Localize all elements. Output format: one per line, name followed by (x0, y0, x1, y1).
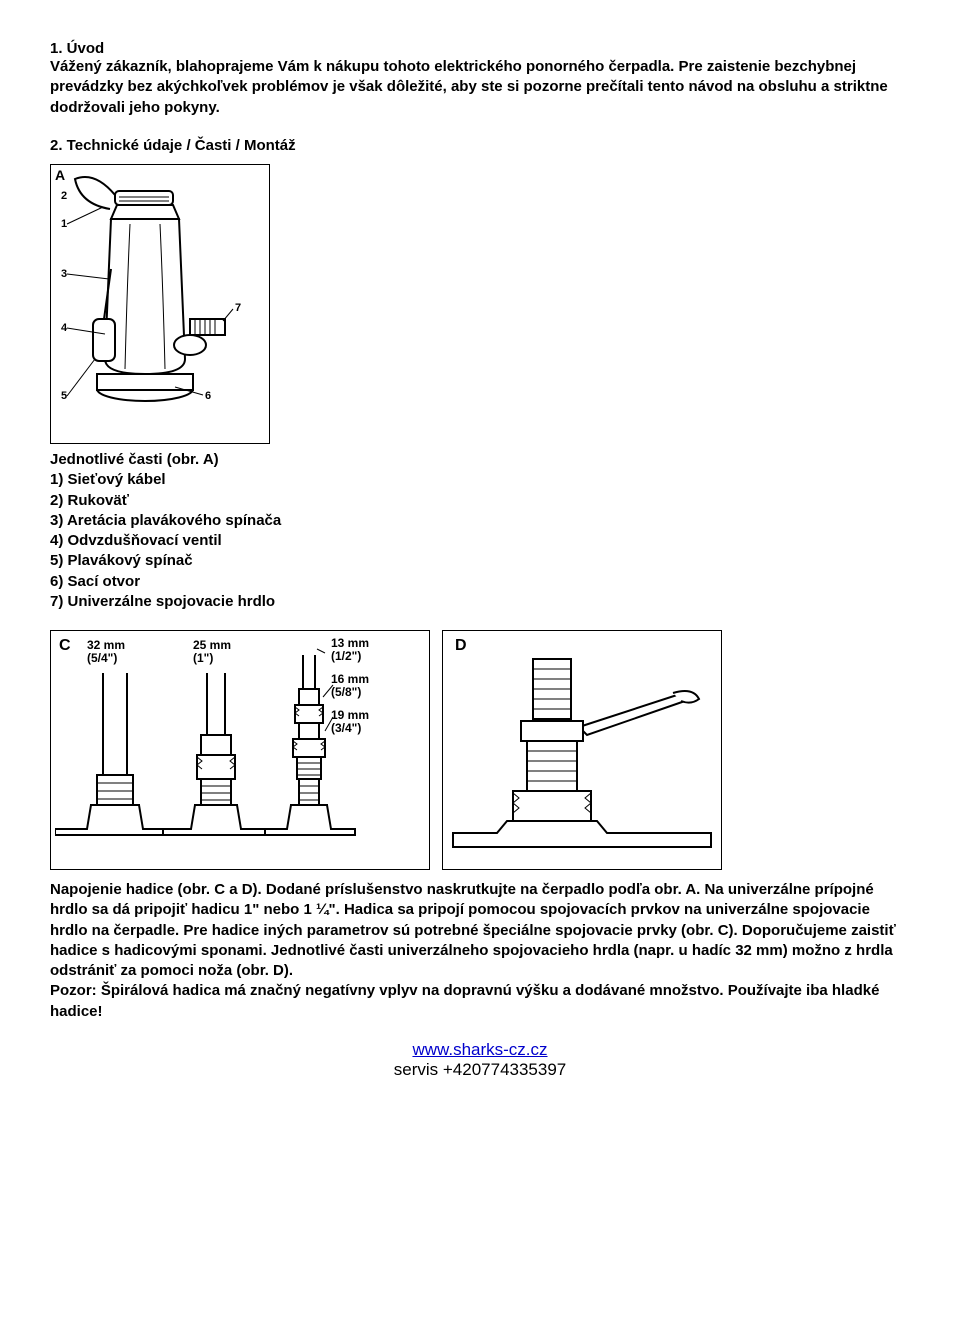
connection-text: Napojenie hadice (obr. C a D). Dodané pr… (50, 880, 910, 981)
svg-text:5: 5 (61, 390, 67, 402)
parts-heading: Jednotlivé časti (obr. A) (50, 450, 910, 470)
section1-text: Vážený zákazník, blahoprajeme Vám k náku… (50, 57, 910, 118)
footer: www.sharks-cz.cz servis +420774335397 (50, 1040, 910, 1080)
part-item: 1) Sieťový kábel (50, 470, 910, 490)
figure-a-letter: A (55, 167, 65, 183)
figure-c: C 32 mm(5/4") 25 mm(1") 13 mm(1/2") 16 m… (50, 630, 430, 870)
knife-cut-diagram-icon (447, 635, 717, 865)
svg-text:7: 7 (235, 302, 241, 314)
part-item: 3) Aretácia plavákového spínača (50, 511, 910, 531)
c-label-32: 32 mm(5/4") (87, 639, 125, 665)
connector-diagram-icon (55, 635, 425, 865)
pump-diagram-icon: 1 2 3 4 5 6 7 (55, 169, 265, 439)
figure-c-letter: C (59, 637, 71, 655)
figures-row: C 32 mm(5/4") 25 mm(1") 13 mm(1/2") 16 m… (50, 630, 910, 870)
part-item: 5) Plavákový spínač (50, 551, 910, 571)
footer-link[interactable]: www.sharks-cz.cz (412, 1040, 547, 1059)
svg-text:4: 4 (61, 322, 68, 334)
part-item: 6) Sací otvor (50, 572, 910, 592)
warning-text: Pozor: Špirálová hadica má značný negatí… (50, 981, 910, 1022)
svg-text:2: 2 (61, 190, 67, 202)
c-label-16: 16 mm(5/8") (331, 673, 369, 699)
figure-d-letter: D (455, 637, 467, 655)
part-item: 2) Rukoväť (50, 491, 910, 511)
figure-d: D (442, 630, 722, 870)
footer-phone: servis +420774335397 (394, 1060, 567, 1079)
svg-text:3: 3 (61, 268, 67, 280)
c-label-13: 13 mm(1/2") (331, 637, 369, 663)
part-item: 4) Odvzdušňovací ventil (50, 531, 910, 551)
c-label-25: 25 mm(1") (193, 639, 231, 665)
figure-a: A 1 2 3 4 5 6 (50, 164, 270, 444)
svg-text:1: 1 (61, 218, 67, 230)
section2-heading: 2. Technické údaje / Časti / Montáž (50, 136, 910, 156)
svg-text:6: 6 (205, 390, 211, 402)
part-item: 7) Univerzálne spojovacie hrdlo (50, 592, 910, 612)
section1-heading: 1. Úvod (50, 40, 910, 57)
parts-list: Jednotlivé časti (obr. A) 1) Sieťový káb… (50, 450, 910, 612)
c-label-19: 19 mm(3/4") (331, 709, 369, 735)
